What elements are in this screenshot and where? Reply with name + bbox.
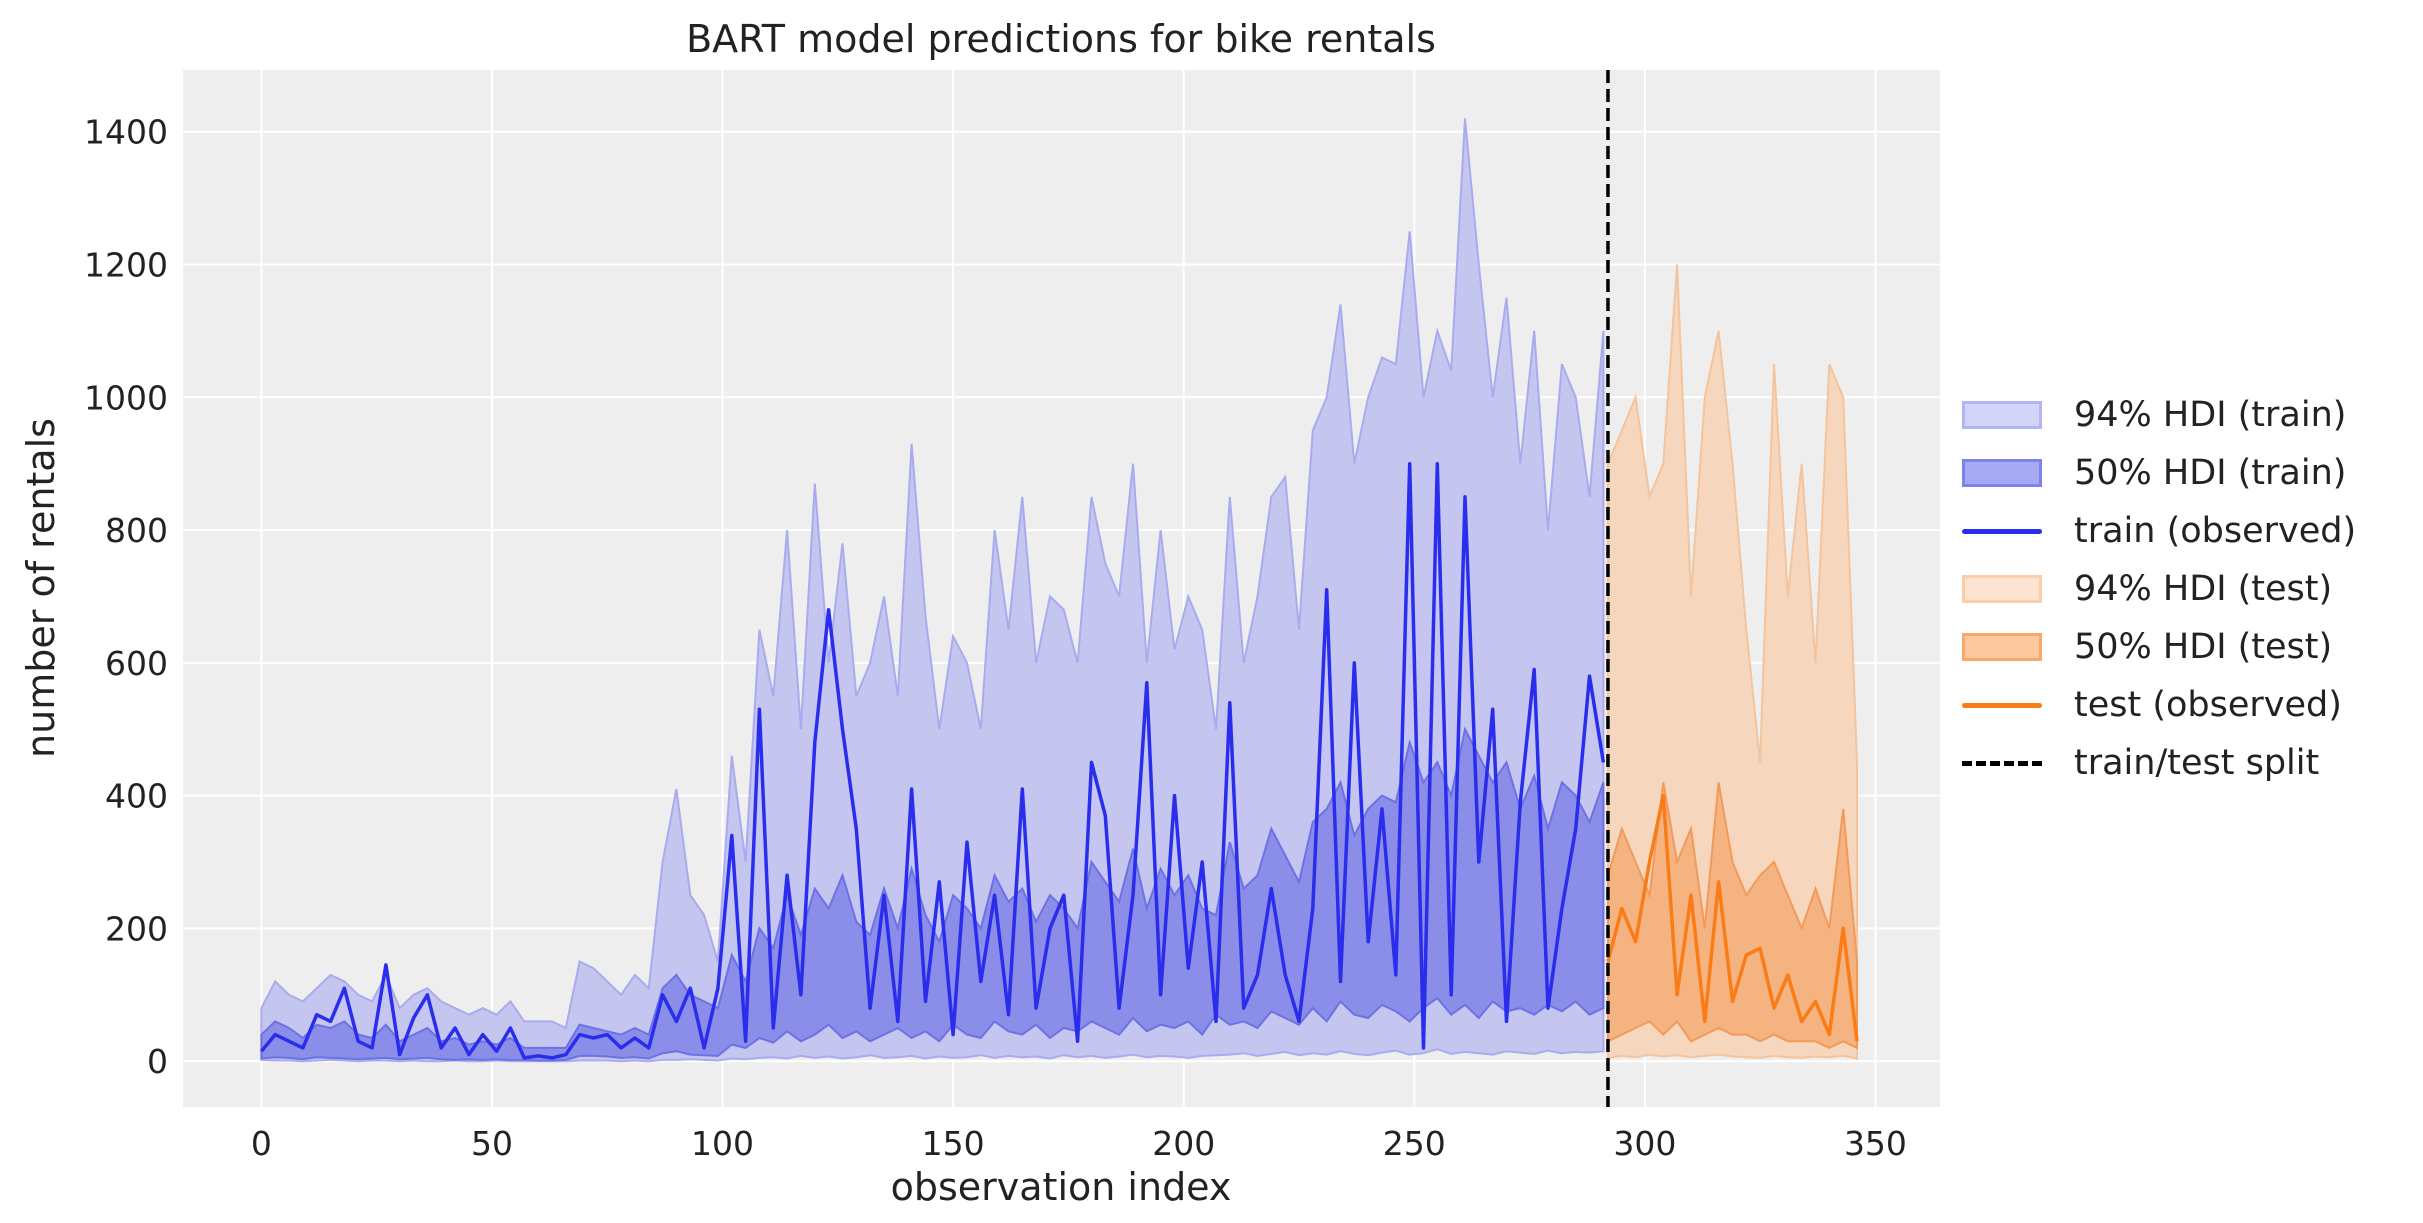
x-tick-label: 50 xyxy=(471,1124,513,1163)
legend-label: 94% HDI (test) xyxy=(2074,569,2333,609)
x-tick-label: 250 xyxy=(1383,1124,1446,1163)
legend-item: train/test split xyxy=(1962,734,2356,792)
x-tick-label: 200 xyxy=(1152,1124,1215,1163)
chart-title: BART model predictions for bike rentals xyxy=(686,17,1436,61)
legend-item: train (observed) xyxy=(1962,502,2356,560)
legend-line xyxy=(1962,760,2042,766)
legend-line xyxy=(1962,702,2042,708)
y-tick-label: 1200 xyxy=(84,246,168,285)
train-94-hdi-band xyxy=(260,118,1605,1063)
tick-labels: 0 50 100 150 200 250 300 350 0 200 400 600 800 1000 12… xyxy=(84,113,1907,1163)
hdi-bands xyxy=(260,118,1858,1063)
legend-line xyxy=(1962,528,2042,534)
legend-item: 50% HDI (test) xyxy=(1962,618,2356,676)
legend-item: 50% HDI (train) xyxy=(1962,444,2356,502)
legend-swatch xyxy=(1962,401,2042,429)
legend-swatch xyxy=(1962,459,2042,487)
y-tick-label: 800 xyxy=(105,511,168,550)
x-tick-label: 350 xyxy=(1844,1124,1907,1163)
legend-label: test (observed) xyxy=(2074,685,2342,725)
legend-label: 50% HDI (test) xyxy=(2074,627,2333,667)
legend-swatch xyxy=(1962,633,2042,661)
x-tick-label: 0 xyxy=(251,1124,272,1163)
x-tick-label: 150 xyxy=(922,1124,985,1163)
x-axis-label: observation index xyxy=(891,1165,1232,1209)
train-observed-line xyxy=(260,461,1606,1060)
legend-label: train (observed) xyxy=(2074,511,2357,551)
y-tick-label: 600 xyxy=(105,644,168,683)
y-tick-label: 200 xyxy=(105,909,168,948)
observed-lines xyxy=(260,70,1859,1107)
legend-label: 50% HDI (train) xyxy=(2074,453,2347,493)
x-tick-label: 300 xyxy=(1613,1124,1676,1163)
y-tick-label: 1400 xyxy=(84,113,168,152)
legend-item: 94% HDI (train) xyxy=(1962,386,2356,444)
test-50-hdi-band xyxy=(1607,782,1858,1050)
y-tick-label: 1000 xyxy=(84,378,168,417)
y-axis-label: number of rentals xyxy=(19,418,63,758)
legend-swatch xyxy=(1962,575,2042,603)
legend-item: test (observed) xyxy=(1962,676,2356,734)
legend-label: train/test split xyxy=(2074,743,2320,783)
y-tick-label: 400 xyxy=(105,777,168,816)
legend-item: 94% HDI (test) xyxy=(1962,560,2356,618)
x-tick-label: 100 xyxy=(691,1124,754,1163)
y-tick-label: 0 xyxy=(147,1042,168,1081)
test-observed-line xyxy=(1606,793,1859,1042)
legend-label: 94% HDI (train) xyxy=(2074,395,2347,435)
legend: 94% HDI (train) 50% HDI (train) train (obs… xyxy=(1962,386,2356,792)
